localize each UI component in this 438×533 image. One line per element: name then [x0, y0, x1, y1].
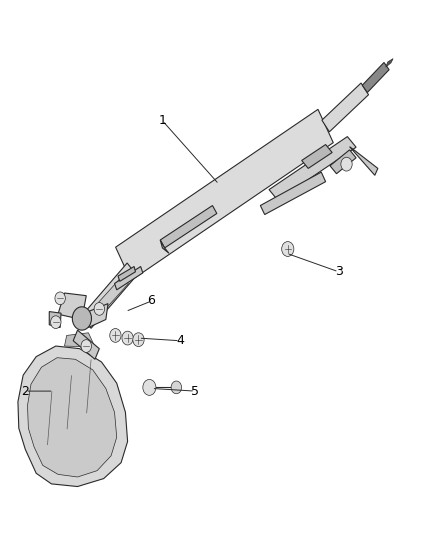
Text: 5: 5	[191, 385, 199, 398]
Polygon shape	[330, 150, 356, 174]
Polygon shape	[269, 136, 356, 200]
Text: 2: 2	[21, 385, 29, 398]
Polygon shape	[115, 266, 143, 290]
Circle shape	[94, 303, 105, 316]
Polygon shape	[302, 144, 332, 168]
Polygon shape	[18, 346, 127, 487]
Polygon shape	[322, 83, 368, 132]
Polygon shape	[88, 304, 108, 327]
Polygon shape	[49, 312, 61, 327]
Polygon shape	[64, 333, 95, 347]
Circle shape	[143, 379, 156, 395]
Circle shape	[133, 333, 144, 346]
Circle shape	[341, 157, 352, 171]
Polygon shape	[118, 266, 135, 281]
Text: 6: 6	[148, 294, 155, 308]
Polygon shape	[116, 109, 333, 280]
Text: 1: 1	[159, 114, 166, 127]
Polygon shape	[28, 358, 117, 477]
Circle shape	[122, 331, 133, 345]
Text: 4: 4	[176, 334, 184, 347]
Text: 3: 3	[335, 265, 343, 278]
Polygon shape	[73, 330, 99, 359]
Polygon shape	[386, 59, 393, 67]
Polygon shape	[260, 172, 325, 215]
Circle shape	[81, 340, 92, 352]
Polygon shape	[58, 293, 86, 319]
Polygon shape	[81, 263, 137, 328]
Polygon shape	[362, 62, 389, 93]
Circle shape	[171, 381, 182, 394]
Polygon shape	[160, 240, 169, 253]
Circle shape	[110, 328, 121, 342]
Circle shape	[72, 307, 92, 330]
Circle shape	[282, 241, 294, 256]
Polygon shape	[99, 276, 128, 310]
Polygon shape	[350, 147, 378, 175]
Polygon shape	[160, 206, 217, 248]
Circle shape	[50, 316, 61, 328]
Circle shape	[55, 292, 65, 305]
